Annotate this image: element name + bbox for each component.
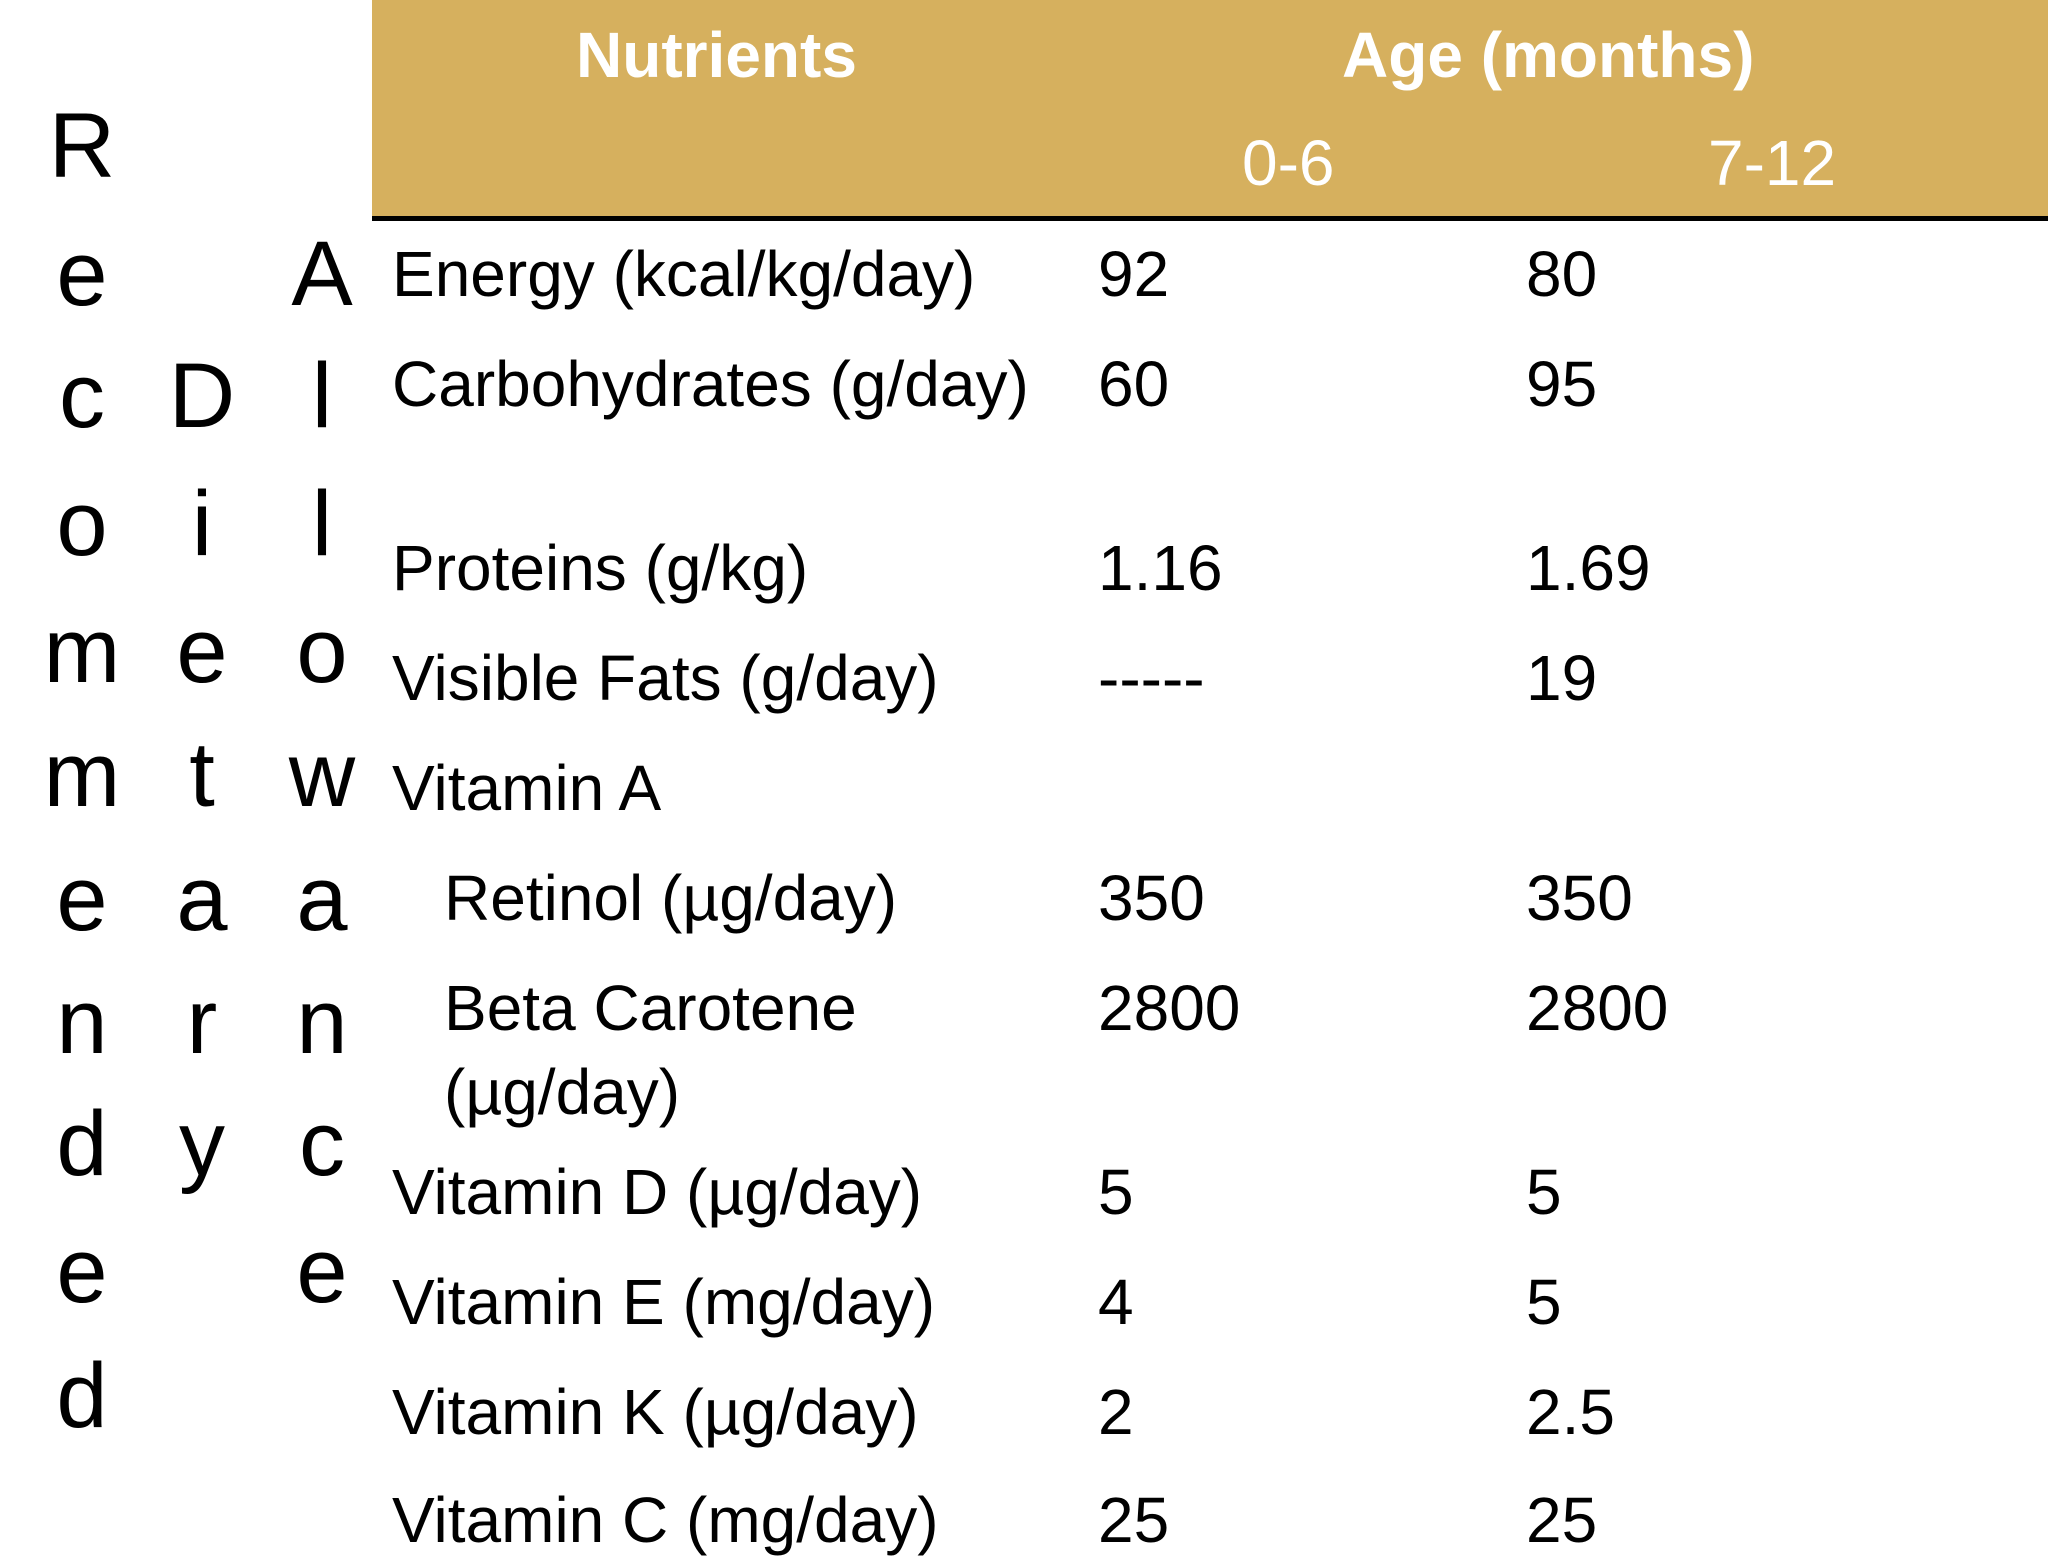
row-value-0-6: 5 (1098, 1156, 1134, 1228)
row-value-7-12: 5 (1526, 1266, 1562, 1338)
row-value-7-12: 2.5 (1526, 1376, 1615, 1448)
row-nutrient-name: Beta Carotene (µg/day) (444, 972, 857, 1128)
row-value-0-6: 350 (1098, 862, 1205, 934)
row-nutrient-name: Proteins (g/kg) (392, 532, 809, 604)
side-title-letter: l (311, 473, 333, 575)
row-value-0-6: 1.16 (1098, 532, 1223, 604)
row-value-0-6: 4 (1098, 1266, 1134, 1338)
row-nutrient-name: Vitamin D (µg/day) (392, 1156, 923, 1228)
side-title-letter: t (189, 724, 215, 826)
side-title-letter: n (56, 971, 108, 1073)
row-value-7-12: 2800 (1526, 972, 1669, 1044)
row-value-7-12: 1.69 (1526, 532, 1651, 604)
header-age-7-12: 7-12 (1708, 127, 1837, 199)
row-value-0-6: 92 (1098, 238, 1170, 310)
table-header (372, 0, 2048, 221)
side-title-letter: l (311, 345, 333, 447)
row-value-0-6: 2 (1098, 1376, 1134, 1448)
row-nutrient-name: Vitamin E (mg/day) (392, 1266, 935, 1338)
side-title-letter: a (296, 848, 348, 950)
row-nutrient-name: Retinol (µg/day) (444, 862, 898, 934)
row-nutrient-name: Energy (kcal/kg/day) (392, 238, 976, 310)
side-title-letter: e (176, 600, 228, 702)
row-value-7-12: 25 (1526, 1484, 1598, 1556)
row-nutrient-name: Visible Fats (g/day) (392, 642, 939, 714)
header-age: Age (months) (1342, 19, 1755, 91)
side-title-letter: m (43, 600, 121, 702)
side-title-letter: e (56, 848, 108, 950)
row-value-7-12: 80 (1526, 238, 1598, 310)
side-title-recommended: R e c o m m e n d e d (22, 0, 142, 1536)
row-value-0-6: 60 (1098, 348, 1170, 420)
side-title-letter: R (48, 95, 116, 197)
row-value-0-6: 2800 (1098, 972, 1241, 1044)
row-nutrient-name: Vitamin K (µg/day) (392, 1376, 919, 1448)
header-nutrients: Nutrients (576, 19, 857, 91)
side-title-letter: e (296, 1220, 348, 1322)
row-value-7-12: 350 (1526, 862, 1633, 934)
side-title-letter: A (291, 223, 353, 325)
side-title-allowance: A l l o w a n c e (262, 0, 382, 1536)
row-nutrient-name: Vitamin C (mg/day) (392, 1484, 939, 1556)
header-age-0-6: 0-6 (1242, 127, 1335, 199)
row-nutrient-name: Vitamin A (392, 752, 662, 824)
side-title-letter: e (56, 223, 108, 325)
side-title-letter: o (56, 473, 108, 575)
row-value-0-6: 25 (1098, 1484, 1170, 1556)
side-title-letter: c (299, 1093, 345, 1195)
side-title-letter: a (176, 848, 228, 950)
row-value-7-12: 5 (1526, 1156, 1562, 1228)
row-nutrient-name: Carbohydrates (g/day) (392, 348, 1029, 420)
side-title-letter: i (191, 473, 213, 575)
side-title-letter: c (59, 345, 105, 447)
side-title-letter: w (288, 724, 356, 826)
side-title-letter: m (43, 724, 121, 826)
side-title-letter: y (179, 1093, 225, 1195)
side-title-letter: e (56, 1220, 108, 1322)
side-title-letter: r (186, 971, 218, 1073)
side-title-letter: D (168, 345, 236, 447)
side-title-letter: o (296, 600, 348, 702)
side-title-dietary: D i e t a r y (142, 0, 262, 1536)
side-title-letter: n (296, 971, 348, 1073)
side-title-letter: d (56, 1093, 108, 1195)
side-title-letter: d (56, 1345, 108, 1447)
row-value-7-12: 19 (1526, 642, 1598, 714)
row-value-0-6: ----- (1098, 642, 1205, 714)
row-value-7-12: 95 (1526, 348, 1598, 420)
